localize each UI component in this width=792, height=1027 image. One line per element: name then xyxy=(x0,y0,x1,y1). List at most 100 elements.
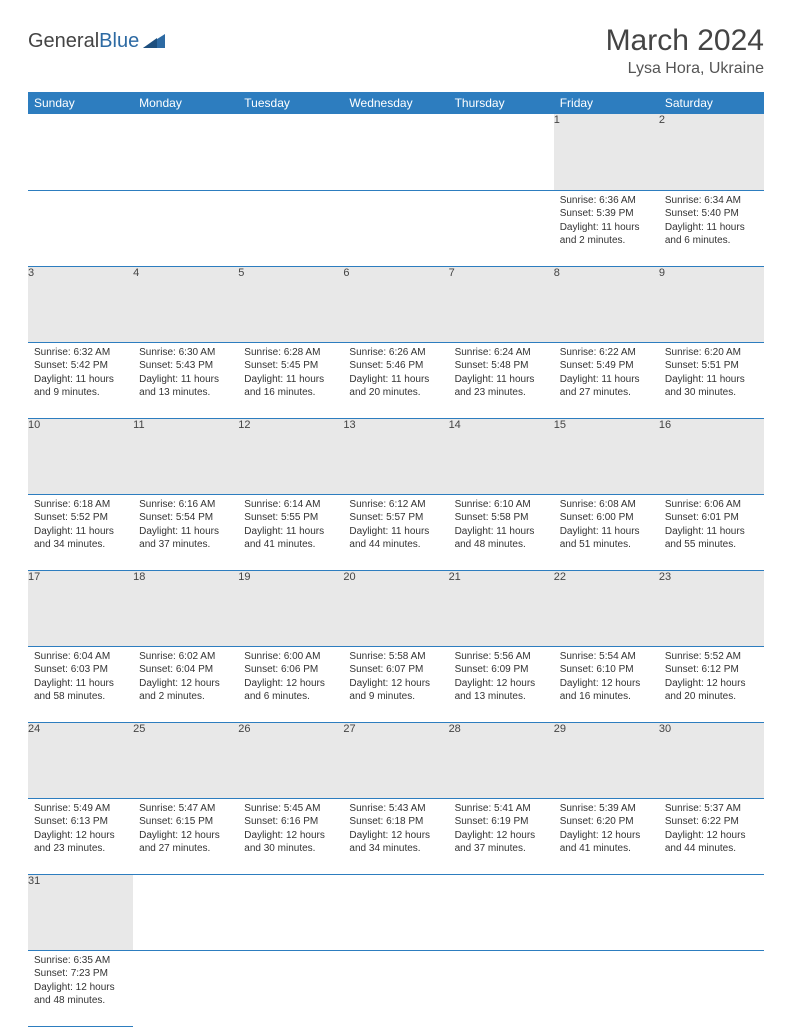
sunset-text: Sunset: 5:43 PM xyxy=(139,359,232,373)
daylight-text: Daylight: 11 hours and 58 minutes. xyxy=(34,677,127,704)
sunset-text: Sunset: 6:19 PM xyxy=(455,815,548,829)
day-number: 17 xyxy=(28,570,133,646)
daylight-text: Daylight: 11 hours and 44 minutes. xyxy=(349,525,442,552)
day-cell: Sunrise: 6:28 AMSunset: 5:45 PMDaylight:… xyxy=(238,342,343,418)
calendar-table: Sunday Monday Tuesday Wednesday Thursday… xyxy=(28,92,764,1027)
day-content-row: Sunrise: 5:49 AMSunset: 6:13 PMDaylight:… xyxy=(28,798,764,874)
sunset-text: Sunset: 7:23 PM xyxy=(34,967,127,981)
day-number-row: 31 xyxy=(28,874,764,950)
daylight-text: Daylight: 11 hours and 27 minutes. xyxy=(560,373,653,400)
day-number xyxy=(554,874,659,950)
daylight-text: Daylight: 11 hours and 6 minutes. xyxy=(665,221,758,248)
sunset-text: Sunset: 5:42 PM xyxy=(34,359,127,373)
day-details: Sunrise: 5:54 AMSunset: 6:10 PMDaylight:… xyxy=(554,647,659,708)
sunset-text: Sunset: 6:04 PM xyxy=(139,663,232,677)
day-cell: Sunrise: 5:49 AMSunset: 6:13 PMDaylight:… xyxy=(28,798,133,874)
daylight-text: Daylight: 11 hours and 34 minutes. xyxy=(34,525,127,552)
day-number: 29 xyxy=(554,722,659,798)
day-number: 6 xyxy=(343,266,448,342)
day-number xyxy=(449,874,554,950)
day-cell: Sunrise: 5:47 AMSunset: 6:15 PMDaylight:… xyxy=(133,798,238,874)
day-cell: Sunrise: 6:08 AMSunset: 6:00 PMDaylight:… xyxy=(554,494,659,570)
day-cell: Sunrise: 5:54 AMSunset: 6:10 PMDaylight:… xyxy=(554,646,659,722)
day-number: 21 xyxy=(449,570,554,646)
daylight-text: Daylight: 11 hours and 20 minutes. xyxy=(349,373,442,400)
day-number xyxy=(238,114,343,190)
day-details: Sunrise: 6:35 AMSunset: 7:23 PMDaylight:… xyxy=(28,951,133,1012)
daylight-text: Daylight: 11 hours and 2 minutes. xyxy=(560,221,653,248)
day-number: 22 xyxy=(554,570,659,646)
day-number: 4 xyxy=(133,266,238,342)
day-details: Sunrise: 6:32 AMSunset: 5:42 PMDaylight:… xyxy=(28,343,133,404)
sunset-text: Sunset: 6:18 PM xyxy=(349,815,442,829)
day-number: 25 xyxy=(133,722,238,798)
sunrise-text: Sunrise: 6:24 AM xyxy=(455,346,548,360)
sunset-text: Sunset: 5:46 PM xyxy=(349,359,442,373)
day-cell: Sunrise: 6:16 AMSunset: 5:54 PMDaylight:… xyxy=(133,494,238,570)
sunrise-text: Sunrise: 6:26 AM xyxy=(349,346,442,360)
weekday-header-row: Sunday Monday Tuesday Wednesday Thursday… xyxy=(28,92,764,114)
day-number: 3 xyxy=(28,266,133,342)
logo: GeneralBlue xyxy=(28,30,165,53)
sunrise-text: Sunrise: 6:06 AM xyxy=(665,498,758,512)
day-number: 11 xyxy=(133,418,238,494)
logo-text-general: General xyxy=(28,30,99,53)
logo-text-blue: Blue xyxy=(99,30,139,53)
day-number xyxy=(449,114,554,190)
sunrise-text: Sunrise: 5:56 AM xyxy=(455,650,548,664)
sunset-text: Sunset: 6:06 PM xyxy=(244,663,337,677)
sunset-text: Sunset: 6:22 PM xyxy=(665,815,758,829)
sunrise-text: Sunrise: 6:10 AM xyxy=(455,498,548,512)
day-number-row: 12 xyxy=(28,114,764,190)
sunset-text: Sunset: 6:15 PM xyxy=(139,815,232,829)
day-number: 31 xyxy=(28,874,133,950)
daylight-text: Daylight: 12 hours and 23 minutes. xyxy=(34,829,127,856)
sunrise-text: Sunrise: 6:35 AM xyxy=(34,954,127,968)
sunset-text: Sunset: 6:07 PM xyxy=(349,663,442,677)
weekday-header: Thursday xyxy=(449,92,554,114)
weekday-header: Tuesday xyxy=(238,92,343,114)
sunset-text: Sunset: 5:40 PM xyxy=(665,207,758,221)
day-cell xyxy=(449,190,554,266)
day-details: Sunrise: 5:41 AMSunset: 6:19 PMDaylight:… xyxy=(449,799,554,860)
day-cell: Sunrise: 6:02 AMSunset: 6:04 PMDaylight:… xyxy=(133,646,238,722)
sunrise-text: Sunrise: 6:34 AM xyxy=(665,194,758,208)
day-cell: Sunrise: 6:26 AMSunset: 5:46 PMDaylight:… xyxy=(343,342,448,418)
day-details: Sunrise: 6:00 AMSunset: 6:06 PMDaylight:… xyxy=(238,647,343,708)
day-cell: Sunrise: 5:58 AMSunset: 6:07 PMDaylight:… xyxy=(343,646,448,722)
day-content-row: Sunrise: 6:18 AMSunset: 5:52 PMDaylight:… xyxy=(28,494,764,570)
title-block: March 2024 Lysa Hora, Ukraine xyxy=(606,24,764,78)
sunrise-text: Sunrise: 5:49 AM xyxy=(34,802,127,816)
page-header: GeneralBlue March 2024 Lysa Hora, Ukrain… xyxy=(28,24,764,78)
day-number: 15 xyxy=(554,418,659,494)
day-details: Sunrise: 6:14 AMSunset: 5:55 PMDaylight:… xyxy=(238,495,343,556)
day-number: 19 xyxy=(238,570,343,646)
sunset-text: Sunset: 5:49 PM xyxy=(560,359,653,373)
sunrise-text: Sunrise: 5:45 AM xyxy=(244,802,337,816)
weekday-header: Wednesday xyxy=(343,92,448,114)
day-cell: Sunrise: 6:20 AMSunset: 5:51 PMDaylight:… xyxy=(659,342,764,418)
day-cell: Sunrise: 5:39 AMSunset: 6:20 PMDaylight:… xyxy=(554,798,659,874)
day-details: Sunrise: 6:24 AMSunset: 5:48 PMDaylight:… xyxy=(449,343,554,404)
day-cell xyxy=(449,950,554,1026)
day-cell: Sunrise: 6:36 AMSunset: 5:39 PMDaylight:… xyxy=(554,190,659,266)
day-number: 9 xyxy=(659,266,764,342)
daylight-text: Daylight: 11 hours and 9 minutes. xyxy=(34,373,127,400)
day-number xyxy=(28,114,133,190)
day-number: 18 xyxy=(133,570,238,646)
day-cell xyxy=(343,950,448,1026)
daylight-text: Daylight: 12 hours and 34 minutes. xyxy=(349,829,442,856)
day-details: Sunrise: 6:06 AMSunset: 6:01 PMDaylight:… xyxy=(659,495,764,556)
sunrise-text: Sunrise: 6:32 AM xyxy=(34,346,127,360)
sunset-text: Sunset: 6:12 PM xyxy=(665,663,758,677)
sunset-text: Sunset: 6:10 PM xyxy=(560,663,653,677)
day-details: Sunrise: 6:20 AMSunset: 5:51 PMDaylight:… xyxy=(659,343,764,404)
sunrise-text: Sunrise: 6:18 AM xyxy=(34,498,127,512)
sunset-text: Sunset: 6:16 PM xyxy=(244,815,337,829)
daylight-text: Daylight: 11 hours and 48 minutes. xyxy=(455,525,548,552)
sunset-text: Sunset: 6:03 PM xyxy=(34,663,127,677)
day-cell: Sunrise: 6:00 AMSunset: 6:06 PMDaylight:… xyxy=(238,646,343,722)
day-number: 1 xyxy=(554,114,659,190)
sunrise-text: Sunrise: 6:28 AM xyxy=(244,346,337,360)
day-details: Sunrise: 6:04 AMSunset: 6:03 PMDaylight:… xyxy=(28,647,133,708)
